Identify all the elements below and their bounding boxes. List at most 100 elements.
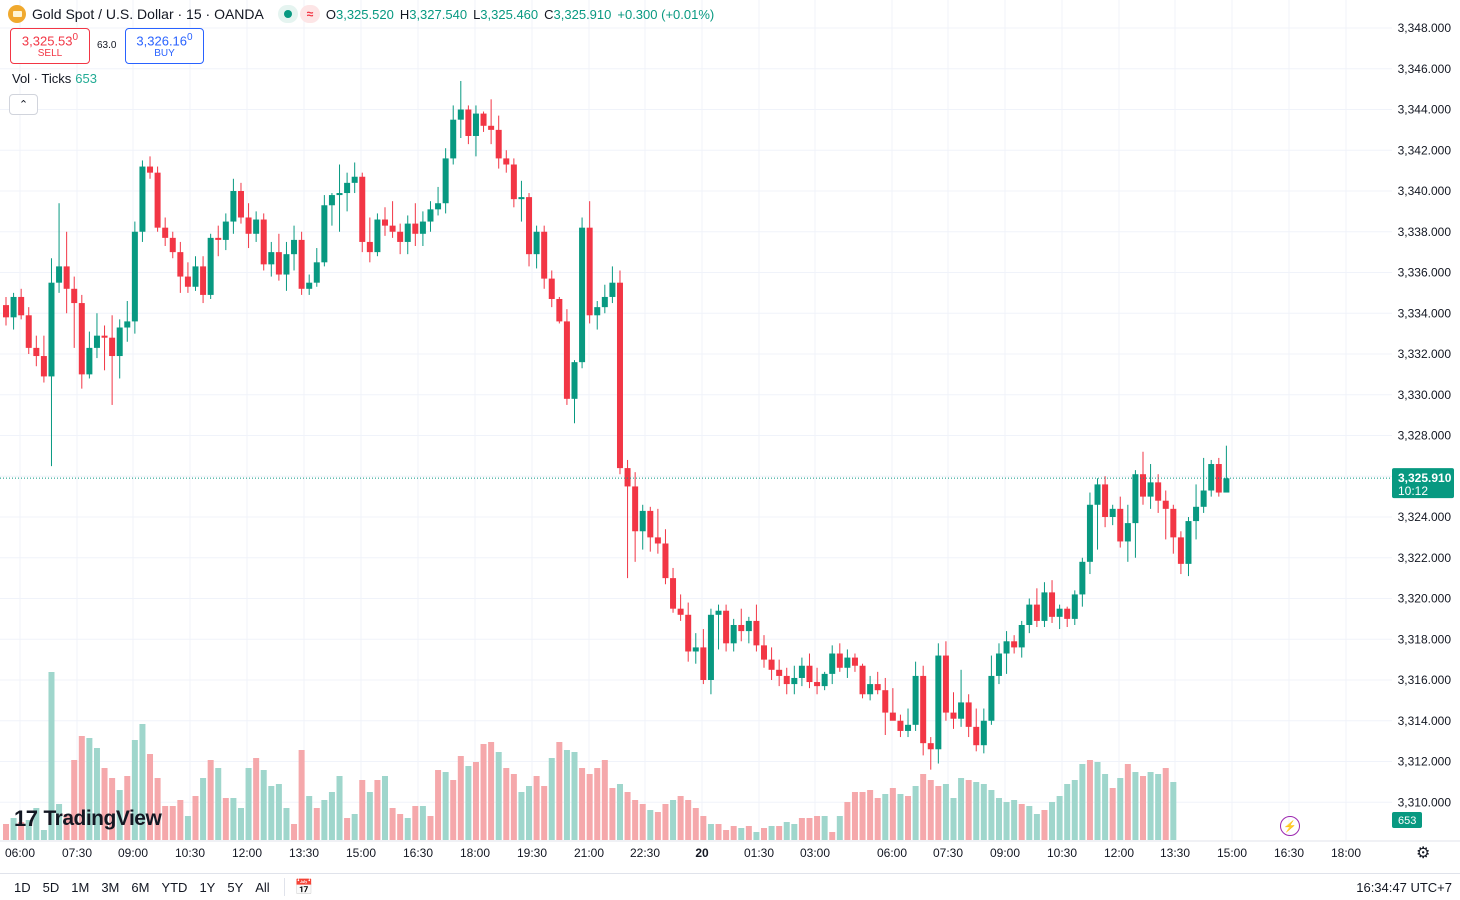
candle-body[interactable] <box>1079 561 1086 595</box>
candle-body[interactable] <box>1018 624 1025 648</box>
candle-body[interactable] <box>571 362 578 399</box>
candle-body[interactable] <box>147 166 154 173</box>
candle-body[interactable] <box>450 119 457 159</box>
candle-body[interactable] <box>1170 508 1177 538</box>
candle-body[interactable] <box>632 486 639 532</box>
candle-body[interactable] <box>995 653 1002 676</box>
candle-body[interactable] <box>920 675 927 744</box>
candle-body[interactable] <box>950 712 957 719</box>
candle-body[interactable] <box>935 655 942 750</box>
candle-body[interactable] <box>526 197 533 255</box>
candle-body[interactable] <box>313 262 320 283</box>
candle-body[interactable] <box>541 231 548 279</box>
candle-body[interactable] <box>639 510 646 532</box>
candle-body[interactable] <box>1011 641 1018 648</box>
candle-body[interactable] <box>116 327 123 357</box>
candle-body[interactable] <box>419 221 426 234</box>
candle-body[interactable] <box>753 620 760 646</box>
range-button-5d[interactable]: 5D <box>42 879 60 895</box>
candle-body[interactable] <box>882 690 889 713</box>
candle-body[interactable] <box>253 219 260 234</box>
candle-body[interactable] <box>397 231 404 242</box>
range-button-ytd[interactable]: YTD <box>161 879 188 895</box>
candle-body[interactable] <box>1147 482 1154 497</box>
range-button-1d[interactable]: 1D <box>14 879 31 895</box>
candle-body[interactable] <box>40 356 47 377</box>
candle-body[interactable] <box>973 726 980 746</box>
candle-body[interactable] <box>1124 523 1131 542</box>
candle-body[interactable] <box>1193 506 1200 522</box>
candle-body[interactable] <box>912 675 919 725</box>
candle-body[interactable] <box>1094 484 1101 505</box>
candle-body[interactable] <box>1117 508 1124 542</box>
range-button-5y[interactable]: 5Y <box>227 879 244 895</box>
candle-body[interactable] <box>366 241 373 253</box>
candle-body[interactable] <box>260 219 267 265</box>
candle-body[interactable] <box>33 347 40 357</box>
range-button-1y[interactable]: 1Y <box>199 879 216 895</box>
buy-button[interactable]: 3,326.160 BUY <box>125 28 204 64</box>
candle-body[interactable] <box>177 252 184 277</box>
candle-body[interactable] <box>222 221 229 240</box>
candle-body[interactable] <box>761 645 767 660</box>
lightning-icon[interactable]: ⚡ <box>1280 816 1300 836</box>
candle-body[interactable] <box>283 254 290 275</box>
candle-body[interactable] <box>1132 474 1139 524</box>
candle-body[interactable] <box>745 620 752 632</box>
candle-body[interactable] <box>707 614 714 680</box>
candle-body[interactable] <box>556 298 563 322</box>
candle-body[interactable] <box>488 125 495 130</box>
candle-body[interactable] <box>685 614 692 652</box>
candle-body[interactable] <box>616 282 623 469</box>
candle-body[interactable] <box>48 282 55 377</box>
candle-body[interactable] <box>382 219 388 226</box>
candle-body[interactable] <box>93 335 100 348</box>
candle-body[interactable] <box>442 158 449 204</box>
candle-body[interactable] <box>109 337 116 357</box>
candle-body[interactable] <box>723 610 730 644</box>
candle-body[interactable] <box>1033 604 1040 621</box>
candle-body[interactable] <box>275 252 282 275</box>
candle-body[interactable] <box>594 307 601 316</box>
candle-body[interactable] <box>965 702 972 727</box>
clock[interactable]: 16:34:47 UTC+7 <box>1356 879 1452 895</box>
candle-body[interactable] <box>237 191 244 218</box>
candle-body[interactable] <box>1056 608 1063 617</box>
candle-body[interactable] <box>412 223 419 234</box>
candle-body[interactable] <box>18 296 25 316</box>
candle-body[interactable] <box>829 653 836 674</box>
candle-body[interactable] <box>131 231 138 322</box>
candle-body[interactable] <box>548 278 555 299</box>
candle-body[interactable] <box>533 231 540 255</box>
candle-body[interactable] <box>495 129 502 159</box>
range-button-all[interactable]: All <box>255 879 270 895</box>
candle-body[interactable] <box>404 223 411 242</box>
candle-body[interactable] <box>328 195 335 206</box>
candle-body[interactable] <box>677 608 684 615</box>
candle-body[interactable] <box>344 182 351 194</box>
candle-body[interactable] <box>768 659 775 670</box>
status-pill[interactable]: ≈ <box>277 5 320 23</box>
data-wave-icon[interactable]: ≈ <box>299 5 320 23</box>
candle-body[interactable] <box>1071 594 1078 619</box>
candle-body[interactable] <box>215 237 222 240</box>
range-button-3m[interactable]: 3M <box>101 879 120 895</box>
candle-body[interactable] <box>776 669 783 676</box>
candle-body[interactable] <box>1086 504 1093 562</box>
candle-body[interactable] <box>351 176 358 183</box>
candle-body[interactable] <box>192 266 199 287</box>
candle-body[interactable] <box>1155 482 1162 501</box>
candle-body[interactable] <box>71 288 78 304</box>
candle-body[interactable] <box>321 205 328 263</box>
candle-body[interactable] <box>510 164 517 200</box>
tradingview-logo[interactable]: 17 TradingView <box>14 806 162 832</box>
candle-body[interactable] <box>1026 604 1033 625</box>
candle-body[interactable] <box>1041 592 1048 621</box>
candle-body[interactable] <box>154 172 161 228</box>
candle-body[interactable] <box>503 158 510 165</box>
candle-body[interactable] <box>184 276 191 287</box>
range-button-6m[interactable]: 6M <box>131 879 150 895</box>
candle-body[interactable] <box>162 227 169 238</box>
settings-icon[interactable]: ⚙ <box>1416 845 1431 862</box>
candle-body[interactable] <box>3 305 9 318</box>
